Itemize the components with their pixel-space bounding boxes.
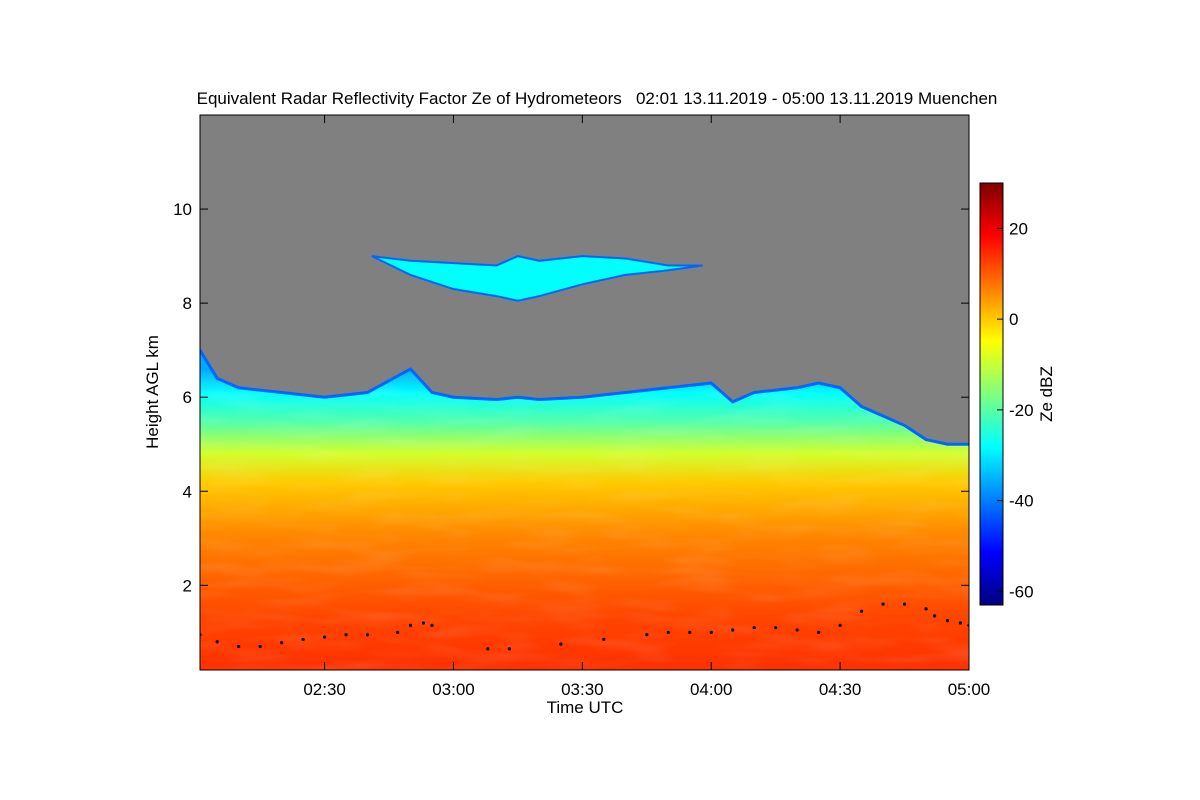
x-tick-label: 05:00	[948, 680, 991, 699]
colorbar-label: Ze dBZ	[1037, 366, 1056, 422]
cloud-base-point	[752, 626, 756, 630]
y-tick-label: 2	[183, 576, 192, 595]
cloud-base-point	[645, 633, 649, 637]
colorbar-tick-label: 20	[1009, 219, 1028, 238]
colorbar-tick-label: -20	[1009, 401, 1034, 420]
cloud-base-point	[924, 607, 928, 611]
cloud-base-point	[933, 614, 937, 618]
x-tick-label: 02:30	[303, 680, 346, 699]
x-tick-label: 04:00	[690, 680, 733, 699]
cloud-base-point	[344, 633, 348, 637]
colorbar: 20 0 -20 -40 -60 Ze dBZ	[979, 182, 1056, 606]
colorbar-gradient	[979, 182, 1004, 606]
lower-cloud-top-edge	[200, 349, 969, 446]
cloud-base-point	[258, 644, 262, 649]
cloud-base-point	[408, 623, 413, 627]
upper-cloud-layer	[371, 255, 703, 302]
cloud-base-point	[280, 641, 284, 645]
cloud-base-point	[215, 640, 219, 644]
cloud-base-point	[396, 630, 400, 634]
cloud-base-point	[602, 637, 606, 642]
x-axis-label: Time UTC	[547, 698, 624, 717]
cloud-base-point	[795, 628, 799, 632]
cloud-base-point	[902, 602, 907, 606]
cloud-base-point	[731, 628, 735, 632]
cloud-base-point	[817, 630, 821, 634]
x-tick-label: 04:30	[819, 680, 862, 699]
cloud-base-point	[421, 621, 425, 625]
y-tick-label: 6	[183, 388, 192, 407]
colorbar-tick-label: -60	[1009, 582, 1034, 601]
cloud-base-point	[859, 609, 864, 613]
cloud-base-point	[945, 619, 950, 623]
cloud-base-point	[774, 626, 778, 630]
y-tick-label: 8	[183, 294, 192, 313]
cloud-base-point	[430, 623, 434, 627]
y-axis: 2 4 6 8 10	[173, 200, 969, 595]
x-tick-label: 03:30	[561, 680, 604, 699]
cloud-base-point	[709, 630, 713, 634]
cloud-base-point	[322, 635, 327, 639]
x-tick-label: 03:00	[432, 680, 475, 699]
colorbar-tick-label: -40	[1009, 492, 1034, 511]
y-tick-label: 10	[173, 200, 192, 219]
cloud-base-point	[666, 630, 670, 634]
cloud-base-point	[688, 630, 692, 634]
plot-frame	[199, 114, 970, 671]
x-axis: 02:30 03:00 03:30 04:00 04:30 05:00	[303, 115, 990, 699]
cloud-base-point	[838, 623, 842, 627]
cloud-base-point	[958, 621, 963, 625]
y-tick-label: 4	[183, 482, 192, 501]
cloud-base-point	[301, 637, 305, 642]
colorbar-tick-label: 0	[1009, 310, 1018, 329]
chart-title: Equivalent Radar Reflectivity Factor Ze …	[197, 89, 998, 108]
cloud-base-point	[365, 633, 370, 637]
cloud-base-point	[507, 647, 511, 651]
cloud-base-point	[559, 642, 563, 646]
cloud-base-point	[237, 644, 241, 649]
plot-area	[200, 115, 969, 670]
y-axis-label: Height AGL km	[143, 335, 162, 449]
cloud-base-point	[486, 647, 490, 651]
cloud-base-point	[881, 602, 885, 606]
fall-streak-texture	[200, 350, 969, 670]
